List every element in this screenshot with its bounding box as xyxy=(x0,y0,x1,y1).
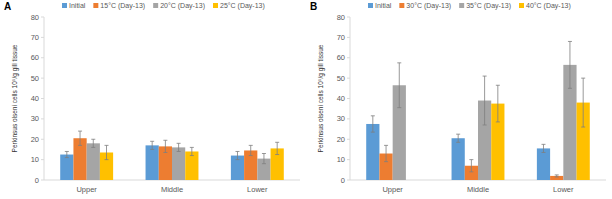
y-tick-label: 30 xyxy=(337,114,345,123)
y-tick xyxy=(41,57,44,58)
legend-swatch xyxy=(213,3,218,8)
y-tick-label: 30 xyxy=(31,114,39,123)
legend-label: Initial xyxy=(69,2,86,9)
y-tick-label: 10 xyxy=(31,155,39,164)
error-bar xyxy=(371,116,375,132)
y-tick xyxy=(347,37,350,38)
legend-label: 20°C (Day-13) xyxy=(160,2,205,10)
error-bar xyxy=(91,139,95,147)
error-bar xyxy=(150,141,154,149)
plot-area xyxy=(366,41,590,180)
y-tick xyxy=(41,159,44,160)
error-bar xyxy=(555,175,559,177)
legend-label: 30°C (Day-13) xyxy=(406,2,451,10)
x-tick-label: Middle xyxy=(161,185,183,194)
y-tick-label: 10 xyxy=(337,155,345,164)
legend-label: 15°C (Day-13) xyxy=(100,2,145,10)
legend-swatch xyxy=(519,3,524,8)
y-tick-label: 0 xyxy=(341,176,345,185)
y-tick-label: 70 xyxy=(31,33,39,42)
y-tick-label: 50 xyxy=(337,74,345,83)
x-tick-label: Lower xyxy=(247,185,268,194)
legend-swatch xyxy=(62,3,67,8)
error-bar xyxy=(568,41,572,88)
legend-label: 35°C (Day-13) xyxy=(466,2,511,10)
legend-label: 40°C (Day-13) xyxy=(526,2,571,10)
error-bar xyxy=(190,147,194,155)
error-bar xyxy=(483,76,487,125)
y-tick xyxy=(41,17,44,18)
bar xyxy=(172,147,185,180)
y-tick xyxy=(347,98,350,99)
error-bar xyxy=(235,151,239,159)
y-tick xyxy=(347,17,350,18)
y-axis-label: Perkinsus olseni cells 10⁵/g gill tissue xyxy=(11,44,19,152)
legend-swatch xyxy=(459,3,464,8)
legend-swatch xyxy=(153,3,158,8)
y-tick-label: 40 xyxy=(31,94,39,103)
y-tick-label: 80 xyxy=(337,13,345,22)
error-bar xyxy=(384,145,388,161)
bar xyxy=(146,145,159,180)
x-tick-label: Middle xyxy=(467,185,489,194)
error-bar xyxy=(541,144,545,152)
y-tick xyxy=(41,37,44,38)
y-tick xyxy=(347,159,350,160)
panel-title: A xyxy=(4,1,11,12)
error-bar xyxy=(163,140,167,152)
y-tick xyxy=(347,57,350,58)
error-bar xyxy=(249,145,253,155)
legend-swatch xyxy=(399,3,404,8)
x-tick-label: Upper xyxy=(382,185,403,194)
y-tick-label: 60 xyxy=(31,53,39,62)
figure: A Perkinsus olseni cells 10⁵/g gill tissu… xyxy=(0,0,612,199)
error-bar xyxy=(581,78,585,127)
error-bar xyxy=(262,154,266,164)
panel-title: B xyxy=(310,1,317,12)
y-axis-label: Perkinsus olseni cells 10⁵/g gill tissue xyxy=(317,44,325,152)
y-tick-label: 70 xyxy=(337,33,345,42)
y-tick xyxy=(41,180,44,181)
y-tick-label: 40 xyxy=(337,94,345,103)
y-tick-label: 0 xyxy=(35,176,39,185)
y-tick xyxy=(41,98,44,99)
y-tick xyxy=(41,78,44,79)
legend-label: Initial xyxy=(375,2,392,9)
error-bar xyxy=(496,85,500,122)
y-tick-label: 20 xyxy=(31,135,39,144)
y-tick xyxy=(347,78,350,79)
x-tick-label: Lower xyxy=(553,185,574,194)
y-tick-label: 50 xyxy=(31,74,39,83)
bar xyxy=(60,155,73,180)
error-bar xyxy=(177,143,181,151)
legend-swatch xyxy=(368,3,373,8)
x-tick-label: Upper xyxy=(76,185,97,194)
y-tick-label: 60 xyxy=(337,53,345,62)
error-bar xyxy=(456,134,460,142)
error-bar xyxy=(65,151,69,157)
y-tick xyxy=(347,139,350,140)
y-tick xyxy=(347,180,350,181)
error-bar xyxy=(469,160,473,172)
y-tick-label: 20 xyxy=(337,135,345,144)
plot-area xyxy=(60,131,284,180)
legend-swatch xyxy=(93,3,98,8)
error-bar xyxy=(275,142,279,154)
error-bar xyxy=(397,63,401,108)
y-tick xyxy=(41,118,44,119)
y-tick xyxy=(41,139,44,140)
bar xyxy=(452,138,465,180)
y-tick-label: 80 xyxy=(31,13,39,22)
bar xyxy=(87,143,100,180)
error-bar xyxy=(105,145,109,159)
y-tick xyxy=(347,118,350,119)
legend-label: 25°C (Day-13) xyxy=(220,2,265,10)
error-bar xyxy=(78,131,82,145)
bar xyxy=(537,148,550,180)
